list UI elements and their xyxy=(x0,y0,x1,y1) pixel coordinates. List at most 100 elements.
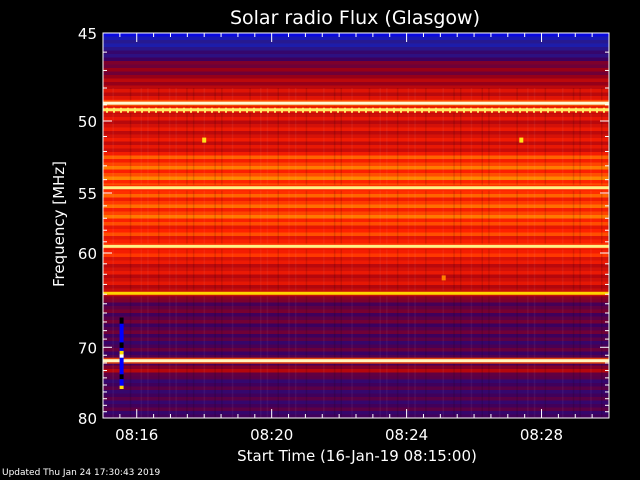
heatmap-row xyxy=(103,351,609,356)
texture-stripe xyxy=(147,88,149,418)
texture-stripe xyxy=(379,88,381,418)
heatmap-row xyxy=(103,372,609,377)
burst-segment xyxy=(119,317,124,324)
texture-stripe xyxy=(442,88,444,418)
heatmap-row xyxy=(103,257,609,262)
heatmap-row xyxy=(103,341,609,346)
texture-stripe xyxy=(305,88,308,418)
texture-stripe xyxy=(158,88,160,418)
comb-dot xyxy=(155,107,157,113)
heatmap-row xyxy=(103,138,609,143)
heatmap-row xyxy=(103,390,609,395)
comb-dot xyxy=(351,107,353,113)
comb-dot xyxy=(533,107,535,113)
emission-line xyxy=(103,101,609,105)
burst-segment xyxy=(119,374,124,380)
comb-dot xyxy=(477,107,479,113)
comb-dot xyxy=(393,107,395,113)
heatmap-row xyxy=(103,40,609,45)
heatmap-row xyxy=(103,376,609,381)
heatmap-row xyxy=(103,215,609,220)
texture-stripe xyxy=(323,88,325,418)
heatmap-row xyxy=(103,274,609,279)
texture-stripe xyxy=(481,88,483,418)
heatmap-row xyxy=(103,400,609,405)
comb-dot xyxy=(561,107,563,113)
comb-dot xyxy=(519,107,521,113)
heatmap-row xyxy=(103,344,609,349)
heatmap-row xyxy=(103,281,609,286)
heatmap-row xyxy=(103,285,609,290)
comb-dot xyxy=(169,107,171,113)
comb-dot xyxy=(365,107,367,113)
heatmap-row xyxy=(103,117,609,122)
comb-dot xyxy=(526,107,528,113)
comb-dot xyxy=(239,107,241,113)
texture-stripe xyxy=(203,88,206,418)
heatmap-row xyxy=(103,316,609,321)
y-tick-label: 80 xyxy=(78,410,97,428)
spot xyxy=(202,137,207,143)
comb-dot xyxy=(190,107,192,113)
texture-stripe xyxy=(214,88,216,418)
heatmap-row xyxy=(103,145,609,150)
heatmap-row xyxy=(103,152,609,157)
heatmap-row xyxy=(103,379,609,384)
heatmap-row xyxy=(103,369,609,374)
comb-dot xyxy=(603,107,605,113)
comb-dot xyxy=(267,107,269,113)
x-tick-label: 08:24 xyxy=(385,426,428,444)
texture-stripe xyxy=(140,88,143,418)
comb-dot xyxy=(204,107,206,113)
heatmap-row xyxy=(103,295,609,300)
burst-segment xyxy=(119,385,124,389)
comb-dot xyxy=(232,107,234,113)
heatmap-row xyxy=(103,159,609,164)
comb-dot xyxy=(176,107,178,113)
comb-dot xyxy=(344,107,346,113)
heatmap-row xyxy=(103,334,609,339)
heatmap-row xyxy=(103,36,609,41)
heatmap-row xyxy=(103,302,609,307)
texture-stripe xyxy=(249,88,251,418)
comb-dot xyxy=(456,107,458,113)
heatmap-row xyxy=(103,64,609,69)
heatmap-row xyxy=(103,78,609,83)
comb-dot xyxy=(218,107,220,113)
texture-stripe xyxy=(396,88,399,418)
heatmap-row xyxy=(103,131,609,136)
comb-dot xyxy=(260,107,262,113)
comb-dot xyxy=(309,107,311,113)
comb-dot xyxy=(183,107,185,113)
comb-dot xyxy=(141,107,143,113)
texture-stripe xyxy=(386,88,388,418)
texture-stripe xyxy=(266,88,269,418)
heatmap-row xyxy=(103,176,609,181)
heatmap-row xyxy=(103,313,609,318)
heatmap-row xyxy=(103,411,609,416)
heatmap-row xyxy=(103,113,609,118)
heatmap-row xyxy=(103,337,609,342)
comb-dot xyxy=(449,107,451,113)
texture-stripe xyxy=(333,88,336,418)
heatmap-row xyxy=(103,309,609,314)
texture-stripe xyxy=(425,88,427,418)
texture-stripe xyxy=(175,88,177,418)
comb-dot xyxy=(407,107,409,113)
heatmap-row xyxy=(103,232,609,237)
heatmap-row xyxy=(103,264,609,269)
heatmap-row xyxy=(103,197,609,202)
comb-dot xyxy=(281,107,283,113)
axes-layer: 45 50 55 60 70 80 08:16 08:20 08:24 08:28 xyxy=(78,25,610,444)
heatmap-row xyxy=(103,407,609,412)
heatmap-row xyxy=(103,239,609,244)
comb-dot xyxy=(589,107,591,113)
texture-stripe xyxy=(277,88,279,418)
comb-dot xyxy=(421,107,423,113)
texture-stripe xyxy=(260,88,262,418)
heatmap-row xyxy=(103,320,609,325)
comb-dot xyxy=(197,107,199,113)
comb-dot xyxy=(505,107,507,113)
heatmap-row xyxy=(103,250,609,255)
